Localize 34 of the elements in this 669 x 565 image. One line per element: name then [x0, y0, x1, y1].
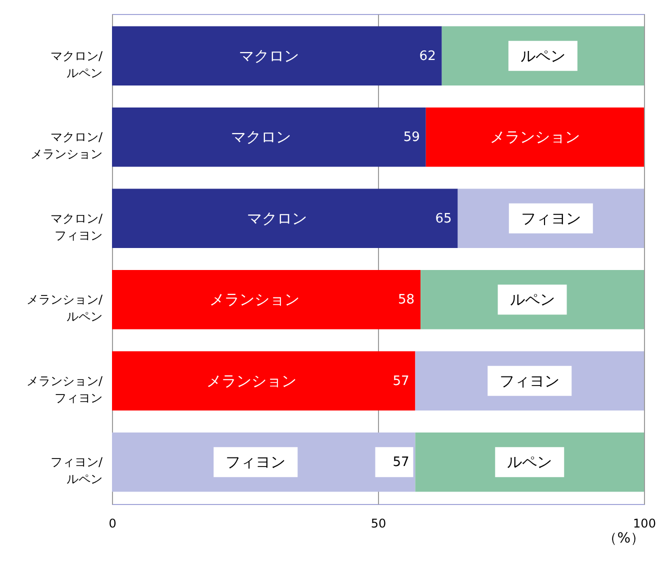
- annotation: マクロン: [238, 46, 299, 65]
- bar: [112, 270, 421, 330]
- data-label: 62: [419, 48, 436, 64]
- annotation: フィヨン: [520, 209, 581, 228]
- y-tick-label: マクロン/メランション: [30, 130, 104, 162]
- x-axis-title: （%）: [603, 530, 644, 546]
- y-tick-label: マクロン/フィヨン: [50, 211, 104, 242]
- x-tick-label: 100: [633, 516, 656, 530]
- annotation: ルペン: [520, 46, 566, 65]
- x-tick-label: 50: [370, 516, 386, 530]
- data-label: 59: [403, 130, 420, 146]
- annotation: ルペン: [510, 290, 555, 309]
- data-label: 58: [398, 292, 415, 308]
- bar: [426, 107, 644, 167]
- annotation: メランション: [490, 128, 580, 146]
- annotation: ルペン: [507, 453, 552, 472]
- bar: [112, 26, 442, 86]
- bar: [112, 107, 426, 167]
- bar: [112, 351, 416, 411]
- annotation: フィヨン: [226, 453, 286, 472]
- annotation: メランション: [206, 372, 297, 390]
- annotation: マクロン: [246, 209, 307, 228]
- x-tick-label: 0: [108, 516, 116, 530]
- annotation: フィヨン: [500, 372, 560, 390]
- data-label: 57: [392, 455, 410, 470]
- data-label: 65: [435, 211, 452, 226]
- annotation: マクロン: [230, 128, 291, 146]
- y-tick-label: メランション/フィヨン: [26, 374, 104, 405]
- y-tick-label: フィヨン/ルペン: [50, 455, 104, 486]
- bar: [112, 188, 458, 248]
- y-tick-label: メランション/ルペン: [26, 292, 104, 324]
- data-label: 57: [392, 374, 410, 389]
- annotation: メランション: [209, 290, 300, 309]
- y-tick-label: マクロン/ルペン: [50, 48, 104, 80]
